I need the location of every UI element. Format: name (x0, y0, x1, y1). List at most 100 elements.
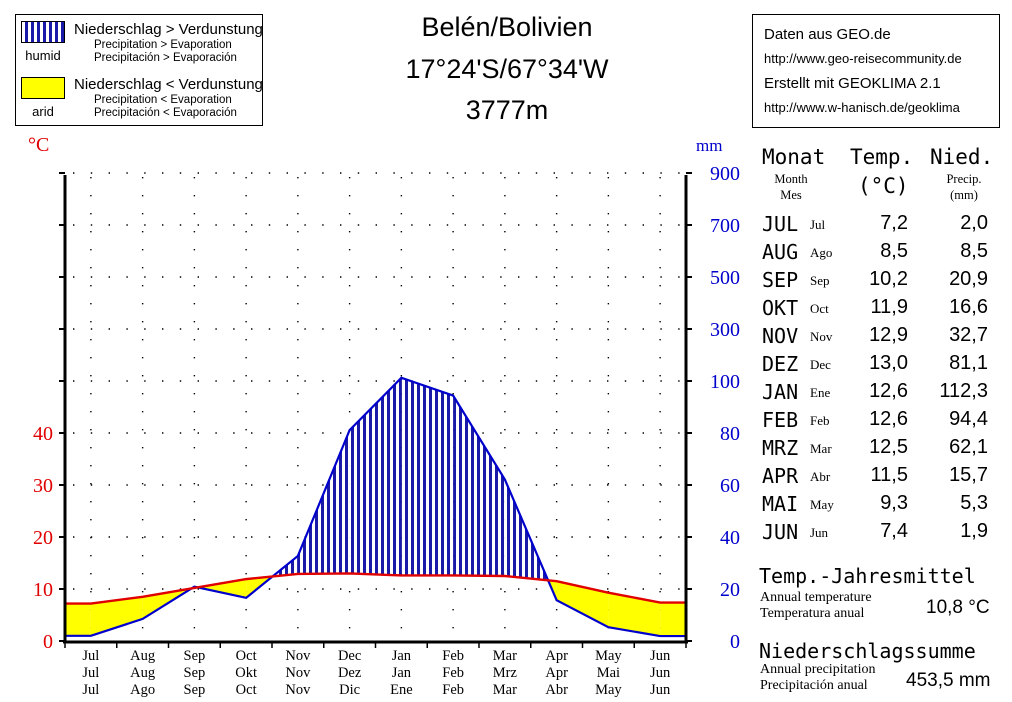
annual-temp-sub2: Temperatura anual (760, 606, 865, 621)
left-tick-label: 0 (43, 631, 53, 653)
table-temp-value: 11,9 (870, 296, 908, 318)
arid-swatch (21, 77, 65, 99)
table-temp-unit: (°C) (858, 174, 909, 198)
table-temp-value: 12,9 (869, 324, 908, 346)
table-month-de: FEB (762, 408, 799, 432)
table-month-de: NOV (762, 324, 799, 348)
annual-prec-sub2: Precipitación anual (760, 678, 868, 693)
station-title: Belén/Bolivien (421, 12, 593, 42)
month-label: Feb (442, 682, 464, 698)
table-month-es: Jun (810, 525, 829, 540)
arid-area (660, 602, 686, 637)
arid-area (65, 603, 91, 636)
table-month-de: JUL (762, 212, 799, 236)
month-label: Nov (285, 682, 311, 698)
table-month-de: OKT (762, 296, 799, 320)
humid-line1: Niederschlag > Verdunstung (74, 21, 263, 38)
humid-area (297, 430, 350, 574)
arid-area (197, 579, 247, 598)
table-month-de: AUG (762, 240, 799, 264)
axis-layer (59, 172, 692, 648)
table-month-es: Abr (810, 469, 831, 484)
right-tick-label: 0 (730, 631, 740, 653)
left-tick-label: 10 (33, 579, 53, 601)
table-temp-value: 12,5 (869, 436, 908, 458)
table-month-de: MRZ (762, 436, 799, 460)
table-month-es: Sep (810, 273, 830, 288)
arid-area (556, 581, 609, 628)
month-label: Mrz (493, 665, 518, 681)
humid-area (349, 377, 402, 576)
annual-temp-value: 10,8 °C (926, 597, 990, 618)
month-label: Jul (82, 648, 99, 664)
humid-area (453, 395, 505, 576)
table-prec-value: 81,1 (949, 352, 988, 374)
month-label: Okt (235, 665, 257, 681)
humid-line3: Precipitación > Evaporación (94, 52, 237, 64)
table-temp-value: 11,5 (870, 464, 908, 486)
arid-line2: Precipitation < Evaporation (94, 94, 232, 106)
table-temp-value: 8,5 (880, 240, 908, 262)
table-month-es: Ago (810, 245, 833, 260)
table-month-es: Mar (810, 441, 832, 456)
table-month-de: SEP (762, 268, 799, 292)
table-prec-value: 32,7 (949, 324, 988, 346)
table-temp-value: 10,2 (869, 268, 908, 290)
humid-swatch (21, 21, 65, 43)
month-label: Mar (493, 682, 517, 698)
month-label: Nov (285, 648, 311, 664)
humid-area (401, 377, 454, 576)
table-month-de: DEZ (762, 352, 799, 376)
annual-prec-header: Niederschlagssumme (759, 639, 976, 663)
month-label: Jun (650, 665, 671, 681)
month-label: Sep (184, 665, 206, 681)
table-month-es: Ene (810, 385, 831, 400)
table-prec-sub2: (mm) (950, 188, 978, 202)
month-label: Jun (650, 648, 671, 664)
month-label: Aug (130, 648, 155, 664)
label-layer: 0 10 20 30 40 °C 0 20 40 60 80 100 300 500 700 900 mm Jul… (28, 134, 740, 698)
table-month-es: Feb (810, 413, 830, 428)
month-label: Mai (597, 665, 620, 681)
table-month-de: JUN (762, 520, 799, 544)
month-label: Oct (236, 682, 257, 698)
table-prec-value: 8,5 (960, 240, 988, 262)
table-temp-value: 12,6 (869, 408, 908, 430)
annual-prec-value: 453,5 mm (906, 670, 991, 691)
table-prec-value: 112,3 (939, 380, 988, 402)
right-tick-label: 60 (720, 475, 740, 497)
month-label: Jul (82, 682, 99, 698)
table-prec-value: 1,9 (960, 520, 988, 542)
annual-temp-sub1: Annual temperature (760, 590, 872, 605)
table-month-de: MAI (762, 492, 799, 516)
table-prec-value: 16,6 (949, 296, 988, 318)
month-label: May (595, 648, 622, 664)
temperature-line (65, 572, 686, 605)
table-temp-value: 13,0 (869, 352, 908, 374)
left-tick-label: 20 (33, 527, 53, 549)
table-month-de: APR (762, 464, 799, 488)
month-label: Jan (392, 648, 412, 664)
line-layer (65, 376, 686, 638)
left-axis-unit: °C (28, 134, 49, 156)
arid-line1: Niederschlag < Verdunstung (74, 76, 263, 93)
table-prec-value: 62,1 (949, 436, 988, 458)
table-temp-value: 7,4 (880, 520, 908, 542)
month-label: Jan (392, 665, 412, 681)
annual-prec-sub1: Annual precipitation (760, 662, 876, 677)
station-coordinates: 17°24'S/67°34'W (405, 54, 609, 84)
station-elevation: 3777m (465, 95, 549, 125)
table-month-sub2: Mes (780, 188, 802, 202)
month-label: Feb (442, 648, 464, 664)
right-axis-unit: mm (696, 136, 722, 155)
arid-area (608, 592, 661, 637)
table-month-header: Monat (762, 145, 826, 169)
month-label: Ago (130, 682, 155, 698)
month-label: Apr (545, 648, 568, 664)
month-label: Aug (130, 665, 155, 681)
source-box: Daten aus GEO.de http://www.geo-reisecom… (752, 14, 1000, 128)
month-label: Mar (493, 648, 517, 664)
month-label: Jul (82, 665, 99, 681)
table-prec-value: 5,3 (960, 492, 988, 514)
